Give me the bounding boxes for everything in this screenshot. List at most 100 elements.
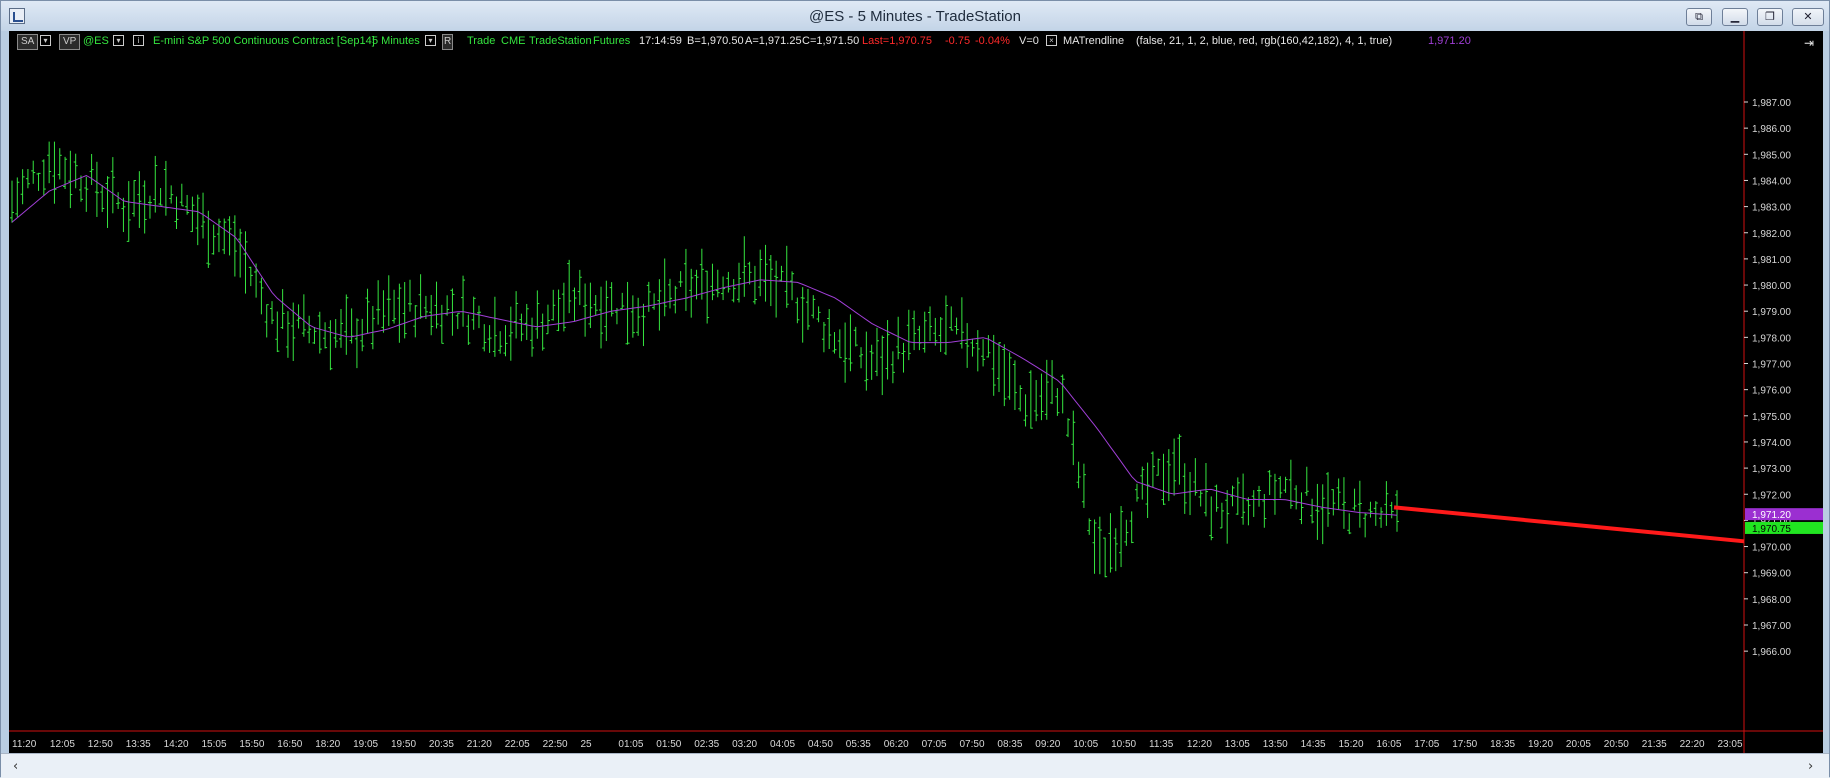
r-button[interactable]: R: [442, 34, 454, 50]
symbol-dropdown-icon[interactable]: ▾: [113, 35, 124, 46]
close-button[interactable]: ✕: [1792, 8, 1824, 26]
time-tick-label: 12:20: [1187, 739, 1212, 750]
time-tick-label: 12:50: [88, 739, 113, 750]
time-tick-label: 19:50: [391, 739, 416, 750]
last-price-label: Last=1,970.75: [862, 35, 933, 47]
time-tick-label: 01:05: [618, 739, 643, 750]
chart-toolbar: SA ▾ VP @ES ▾ i E-mini S&P 500 Continuou…: [9, 31, 1823, 53]
restore-button[interactable]: ❐: [1757, 8, 1783, 26]
window-title: @ES - 5 Minutes - TradeStation: [809, 8, 1021, 25]
ma-line: [11, 174, 1398, 516]
info-icon[interactable]: i: [133, 35, 144, 46]
sa-button[interactable]: SA: [17, 34, 39, 50]
study-params: (false, 21, 1, 2, blue, red, rgb(160,42,…: [1136, 35, 1393, 47]
remove-study-icon[interactable]: ×: [1046, 35, 1057, 46]
price-tick-label: 1,983.00: [1752, 203, 1791, 214]
horizontal-scrollbar[interactable]: ‹ ›: [1, 753, 1829, 778]
time-tick-label: 21:35: [1642, 739, 1667, 750]
time-tick-label: 15:05: [202, 739, 227, 750]
ask-label: A=1,971.25: [745, 35, 802, 47]
price-tick-label: 1,970.00: [1752, 543, 1791, 554]
time-tick-label: 15:50: [239, 739, 264, 750]
vp-button[interactable]: VP: [59, 34, 81, 50]
time-tick-label: 20:50: [1604, 739, 1629, 750]
price-tick-label: 1,979.00: [1752, 307, 1791, 318]
time-tick-label: 01:50: [656, 739, 681, 750]
minimize-button[interactable]: ▁: [1722, 8, 1748, 26]
time-tick-label: 21:20: [467, 739, 492, 750]
pin-icon[interactable]: ⇥: [1804, 36, 1815, 50]
time-tick-label: 20:05: [1566, 739, 1591, 750]
price-tick-label: 1,982.00: [1752, 229, 1791, 240]
time-tick-label: 16:50: [277, 739, 302, 750]
change-label: -0.75: [945, 35, 971, 47]
price-tick-label: 1,977.00: [1752, 360, 1791, 371]
price-tick-label: 1,986.00: [1752, 124, 1791, 135]
interval-dropdown-icon[interactable]: ▾: [425, 35, 436, 46]
source-label: TradeStation: [529, 35, 592, 47]
time-tick-label: 14:35: [1301, 739, 1326, 750]
study-value: 1,971.20: [1428, 35, 1471, 47]
time-tick-label: 19:05: [353, 739, 378, 750]
time-tick-label: 08:35: [997, 739, 1022, 750]
price-tick-label: 1,966.00: [1752, 647, 1791, 658]
time-label: 17:14:59: [639, 35, 682, 47]
time-tick-label: 13:35: [126, 739, 151, 750]
time-tick-label: 16:05: [1376, 739, 1401, 750]
time-tick-label: 04:50: [808, 739, 833, 750]
price-tick-label: 1,985.00: [1752, 150, 1791, 161]
time-tick-label: 22:20: [1680, 739, 1705, 750]
price-tick-label: 1,975.00: [1752, 412, 1791, 423]
volume-label: V=0: [1019, 35, 1039, 47]
time-tick-label: 10:50: [1111, 739, 1136, 750]
price-tick-label: 1,984.00: [1752, 176, 1791, 187]
last-price-tag-label: 1,970.75: [1752, 524, 1791, 535]
time-tick-label: 03:20: [732, 739, 757, 750]
sa-dropdown-icon[interactable]: ▾: [40, 35, 51, 46]
price-tick-label: 1,987.00: [1752, 98, 1791, 109]
price-tick-label: 1,976.00: [1752, 386, 1791, 397]
time-tick-label: 13:05: [1225, 739, 1250, 750]
price-tick-label: 1,967.00: [1752, 621, 1791, 632]
time-tick-label: 17:05: [1414, 739, 1439, 750]
time-tick-label: 18:20: [315, 739, 340, 750]
time-tick-label: 05:35: [846, 739, 871, 750]
time-tick-label: 19:20: [1528, 739, 1553, 750]
category-label: Futures: [593, 35, 631, 47]
scroll-right-icon[interactable]: ›: [1808, 759, 1814, 774]
price-tick-label: 1,978.00: [1752, 333, 1791, 344]
symbol-label[interactable]: @ES: [83, 35, 109, 47]
mode-label: Trade: [467, 35, 496, 47]
time-tick-label: 20:35: [429, 739, 454, 750]
title-bar[interactable]: @ES - 5 Minutes - TradeStation ⧉ ❐ ✕ ▁: [1, 1, 1829, 31]
time-tick-label: 18:35: [1490, 739, 1515, 750]
ma-price-tag-label: 1,971.20: [1752, 510, 1791, 521]
time-tick-label: 14:20: [164, 739, 189, 750]
time-tick-label: 15:20: [1339, 739, 1364, 750]
exchange-label: CME: [501, 35, 526, 47]
price-tick-label: 1,973.00: [1752, 464, 1791, 475]
ma-trendline[interactable]: [1393, 505, 1745, 544]
time-tick-label: 11:20: [12, 739, 37, 750]
window-options-button[interactable]: ⧉: [1686, 8, 1712, 26]
price-tick-label: 1,972.00: [1752, 490, 1791, 501]
time-tick-label: 23:05: [1718, 739, 1743, 750]
time-tick-label: 04:05: [770, 739, 795, 750]
price-tick-label: 1,981.00: [1752, 255, 1791, 266]
study-name[interactable]: MATrendline: [1063, 35, 1125, 47]
time-tick-label: 06:20: [884, 739, 909, 750]
bid-label: B=1,970.50: [687, 35, 744, 47]
change-pct-label: -0.04%: [975, 35, 1010, 47]
price-chart[interactable]: 1,987.00 1,986.00 1,985.00 1,984.00 1,983.00…: [9, 31, 1823, 753]
time-tick-label: 11:35: [1149, 739, 1174, 750]
chart-area[interactable]: SA ▾ VP @ES ▾ i E-mini S&P 500 Continuou…: [9, 31, 1823, 753]
app-icon[interactable]: [9, 8, 25, 24]
time-tick-label: 10:05: [1073, 739, 1098, 750]
time-tick-label: 13:50: [1263, 739, 1288, 750]
price-tick-label: 1,980.00: [1752, 281, 1791, 292]
price-tick-label: 1,969.00: [1752, 569, 1791, 580]
last-price-tag: [1745, 521, 1823, 534]
scroll-left-icon[interactable]: ‹: [13, 759, 19, 774]
interval-label[interactable]: 5 Minutes: [372, 35, 420, 47]
